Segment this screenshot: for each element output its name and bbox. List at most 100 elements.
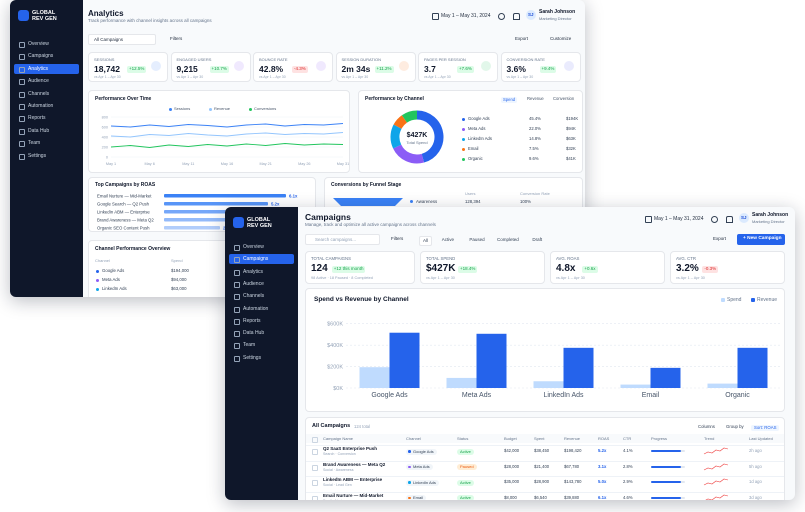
nav-item[interactable]: Channels — [243, 293, 265, 300]
nav-item[interactable]: Settings — [243, 354, 262, 361]
y-tick-label: $600K — [327, 322, 343, 328]
status-tab[interactable]: Completed — [497, 236, 519, 242]
new-campaign-button[interactable]: + New Campaign — [737, 234, 785, 245]
bell-icon[interactable] — [726, 216, 733, 223]
nav-item[interactable]: Campaigns — [243, 256, 269, 263]
status-tab[interactable]: Paused — [469, 236, 485, 242]
nav-item[interactable]: Data Hub — [28, 127, 50, 134]
kpi-card: TOTAL SPEND $427K +18.4% vs Apr 1 – Apr 30 — [420, 251, 545, 284]
campaign-name[interactable]: LinkedIn ABM — Enterprise — [323, 477, 383, 482]
kpi-card: SESSIONS 18,742 +12.5% vs Apr 1 – Apr 30 — [88, 52, 168, 82]
channel-tab[interactable]: Conversion — [553, 96, 575, 101]
y-tick-label: 0 — [106, 155, 108, 159]
row-checkbox[interactable] — [312, 449, 318, 455]
channel-panel: Performance by Channel Spend Revenue Conver… — [358, 90, 583, 173]
user-role: Marketing Director — [539, 16, 572, 21]
calendar-icon[interactable] — [645, 216, 652, 223]
legend-label: Spend — [727, 297, 742, 303]
cell-budget: $28,000 — [504, 463, 520, 469]
nav-item[interactable]: Audience — [28, 78, 49, 85]
legend-swatch — [462, 137, 465, 141]
nav-item[interactable]: Reports — [28, 115, 46, 122]
nav-item[interactable]: Settings — [28, 152, 47, 159]
nav-item[interactable]: Overview — [243, 244, 264, 250]
header-row — [306, 434, 784, 443]
customize-button[interactable]: Customize — [550, 36, 572, 41]
legend-swatch — [751, 298, 755, 302]
nav-item[interactable]: Campaigns — [28, 53, 54, 60]
cell-revenue: $67,780 — [564, 463, 580, 469]
nav-item[interactable]: Automation — [243, 305, 269, 312]
search-box[interactable]: Search campaigns... — [305, 234, 380, 245]
channel-chip: Google Ads — [406, 448, 437, 455]
campaign-name[interactable]: Q2 SaaS Enterprise Push — [323, 446, 378, 451]
export-button[interactable]: Export — [713, 236, 727, 241]
campaign-select[interactable]: All Campaigns — [88, 34, 156, 45]
campaign-name[interactable]: Email Nurture — Mid-Market — [323, 492, 384, 498]
kpi-note: vs Apr 1 – Apr 30 — [426, 276, 455, 280]
campaign-name[interactable]: Brand Awareness — Meta Q2 — [323, 461, 386, 467]
progress-fill — [651, 496, 681, 499]
status-tab[interactable]: Draft — [532, 236, 543, 242]
table-control[interactable]: Group by — [726, 423, 744, 429]
table-header: Trend — [704, 436, 715, 441]
legend-label: Revenue — [214, 106, 231, 111]
kpi-note: vs Apr 1 – Apr 30 — [341, 75, 369, 79]
trend-sparkline — [703, 478, 729, 486]
row-divider — [306, 460, 784, 461]
kpi-value: 2m 34s — [341, 64, 371, 74]
channel-spend: $63,000 — [171, 286, 187, 291]
nav-item[interactable]: Audience — [243, 280, 264, 287]
nav-icon — [19, 116, 25, 123]
table-control[interactable]: Columns — [698, 423, 715, 429]
date-range[interactable]: May 1 – May 31, 2024 — [441, 12, 491, 19]
kpi-card: AVG. CTR 3.2% -0.3% vs Apr 1 – Apr 30 — [670, 251, 785, 284]
row-checkbox[interactable] — [312, 495, 318, 500]
kpi-label: AVG. ROAS — [556, 256, 580, 261]
kpi-icon — [233, 61, 244, 71]
cell-updated: 3d ago — [749, 494, 762, 500]
nav-item[interactable]: Overview — [28, 41, 49, 47]
bar-chart: $0K $200K $400K $600K Google Ads Meta Ads Link… — [327, 322, 781, 399]
row-checkbox[interactable] — [312, 464, 318, 471]
nav-item[interactable]: Channels — [28, 90, 50, 97]
bell-icon[interactable] — [513, 13, 520, 20]
legend-label: Email — [468, 146, 479, 151]
nav-icon — [19, 141, 25, 148]
filters-button[interactable]: Filters — [170, 36, 183, 41]
donut-segment — [393, 115, 408, 130]
calendar-icon[interactable] — [432, 13, 439, 20]
date-range[interactable]: May 1 – May 31, 2024 — [654, 215, 704, 222]
legend-swatch — [462, 147, 465, 151]
nav-item[interactable]: Analytics — [243, 268, 264, 275]
search-icon[interactable] — [711, 216, 718, 223]
table-control[interactable]: Sort: ROAS — [751, 424, 780, 431]
kpi-label: ENGAGED USERS — [176, 57, 212, 62]
nav-item[interactable]: Automation — [28, 103, 54, 109]
nav-item[interactable]: Team — [28, 140, 41, 147]
new-campaign-label: + New Campaign — [743, 236, 782, 242]
brand: GLOBAL REV GEN — [32, 10, 57, 23]
cell-roas: 6.1x — [598, 494, 607, 500]
donut-segment — [401, 110, 418, 123]
kpi-change: +12 this month — [331, 266, 366, 273]
cell-revenue: $198,420 — [564, 448, 582, 453]
export-button[interactable]: Export — [515, 36, 529, 41]
nav-item[interactable]: Reports — [243, 317, 261, 324]
search-icon[interactable] — [498, 13, 505, 20]
nav-item[interactable]: Team — [243, 342, 256, 349]
status-tab[interactable]: All — [419, 236, 433, 246]
x-tick-label: Google Ads — [371, 392, 408, 399]
panel-title: Performance by Channel — [365, 96, 424, 102]
channel-tab[interactable]: Spend — [501, 97, 518, 104]
channel-tab[interactable]: Revenue — [527, 96, 544, 101]
page-subtitle: Track performance with channel insights … — [88, 18, 212, 23]
filters-button[interactable]: Filters — [391, 236, 404, 241]
row-checkbox[interactable] — [312, 480, 318, 486]
series-line — [110, 123, 344, 128]
legend-label: Google Ads — [468, 116, 490, 121]
status-tab[interactable]: Active — [441, 236, 455, 242]
bar — [650, 367, 681, 388]
nav-item[interactable]: Analytics — [28, 65, 49, 72]
nav-item[interactable]: Data Hub — [243, 330, 265, 337]
